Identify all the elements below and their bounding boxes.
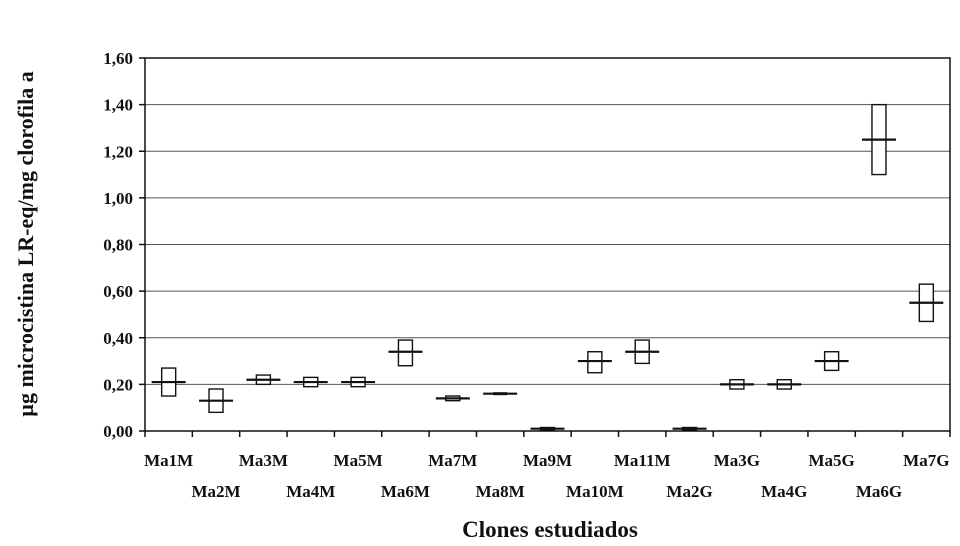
box-Ma4G <box>767 379 802 390</box>
box-Ma2M <box>199 388 234 414</box>
x-tick-label: Ma4G <box>761 482 807 501</box>
x-tick-label: Ma7M <box>428 451 477 470</box>
box-Ma3M <box>246 374 281 386</box>
box-Ma9M <box>530 426 565 431</box>
box-Ma5M <box>341 376 376 388</box>
y-tick-label: 0,00 <box>103 422 133 441</box>
box-Ma7M <box>435 395 470 402</box>
y-axis-ticks: 0,00 0,20 0,40 0,60 0,80 1,00 1,20 1,40 1,60 <box>103 49 145 441</box>
boxes <box>151 103 944 431</box>
y-tick-label: 0,80 <box>103 236 133 255</box>
x-tick-label: Ma6G <box>856 482 902 501</box>
x-tick-label: Ma4M <box>286 482 335 501</box>
x-axis-ticks: Ma1M Ma2M Ma3M Ma4M Ma5M Ma6M Ma7M Ma8M Ma9M Ma10… <box>144 431 951 501</box>
box-Ma10M <box>577 351 612 374</box>
box-Ma8M <box>483 392 518 396</box>
box-Ma1M <box>151 367 186 397</box>
y-tick-label: 1,00 <box>103 189 133 208</box>
y-tick-label: 1,60 <box>103 49 133 68</box>
x-tick-label: Ma6M <box>381 482 430 501</box>
x-tick-label: Ma7G <box>903 451 949 470</box>
x-tick-label: Ma2M <box>191 482 240 501</box>
box-rect <box>587 351 603 374</box>
x-tick-label: Ma9M <box>523 451 572 470</box>
box-Ma5G <box>814 351 849 372</box>
box-Ma7G <box>909 283 944 323</box>
x-tick-label: Ma5G <box>808 451 854 470</box>
x-tick-label: Ma8M <box>476 482 525 501</box>
box-Ma11M <box>625 339 660 365</box>
x-tick-label: Ma3G <box>714 451 760 470</box>
x-tick-label: Ma10M <box>566 482 624 501</box>
box-Ma4M <box>293 376 328 388</box>
x-tick-label: Ma1M <box>144 451 193 470</box>
box-Ma2G <box>672 426 707 431</box>
x-axis-title: Clones estudiados <box>462 517 638 542</box>
y-tick-label: 0,20 <box>103 375 133 394</box>
x-tick-label: Ma2G <box>666 482 712 501</box>
y-tick-label: 1,40 <box>103 96 133 115</box>
y-tick-label: 0,60 <box>103 282 133 301</box>
box-Ma3G <box>719 379 754 390</box>
x-tick-label: Ma11M <box>614 451 671 470</box>
box-Ma6M <box>388 339 423 367</box>
box-Ma6G <box>861 103 896 176</box>
y-tick-label: 0,40 <box>103 329 133 348</box>
y-axis-title: µg microcistina LR-eq/mg clorofila a <box>13 71 38 416</box>
x-tick-label: Ma3M <box>239 451 288 470</box>
x-tick-label: Ma5M <box>334 451 383 470</box>
y-tick-label: 1,20 <box>103 142 133 161</box>
box-rect <box>397 339 414 367</box>
